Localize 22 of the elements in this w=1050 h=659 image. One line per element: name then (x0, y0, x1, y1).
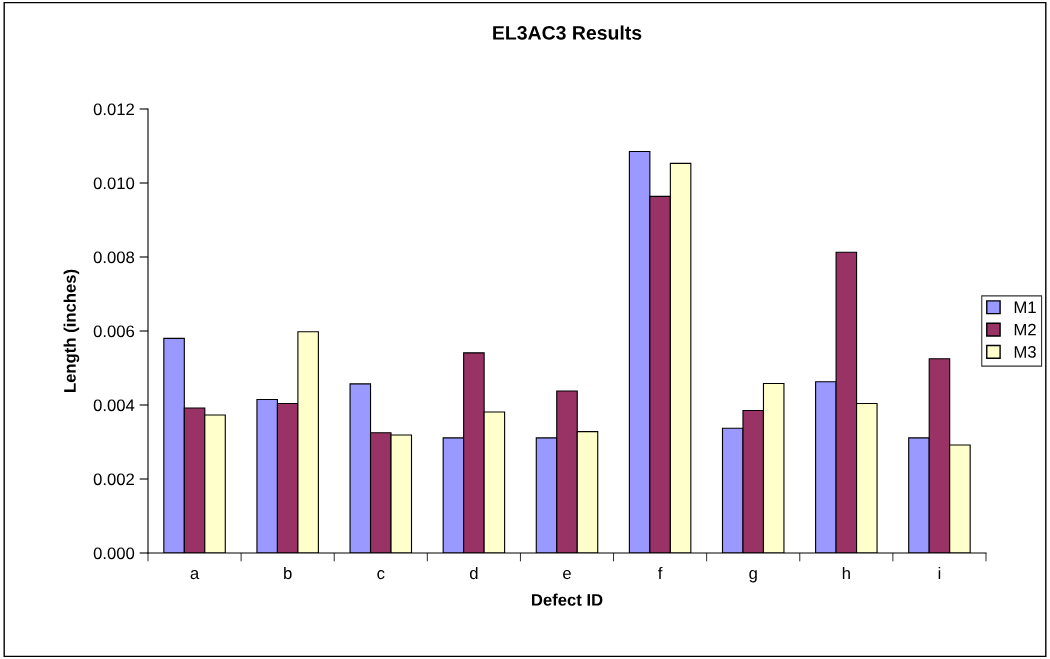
x-axis-title: Defect ID (532, 593, 603, 606)
x-tick-label: e (563, 570, 571, 580)
y-tick-label: 0.012 (93, 103, 134, 116)
x-tick-label: c (377, 570, 385, 580)
y-tick-label: 0.004 (93, 399, 135, 412)
x-tick-label: h (842, 566, 850, 579)
y-tick-label: 0.002 (93, 473, 134, 486)
chart-title: EL3AC3 Results (493, 25, 642, 40)
y-tick-label: 0.008 (93, 251, 135, 264)
x-tick-label: a (190, 570, 200, 580)
x-tick-label: f (658, 566, 663, 579)
legend-label: M3 (1014, 346, 1036, 358)
y-tick-label: 0.000 (93, 547, 135, 560)
y-tick-label: 0.006 (93, 325, 135, 338)
x-tick-label: d (469, 566, 478, 580)
legend-label: M1 (1014, 301, 1036, 314)
x-tick-label: i (938, 566, 941, 579)
y-tick-label: 0.010 (93, 177, 135, 190)
y-axis-title: Length (inches) (63, 269, 80, 392)
x-tick-label: g (749, 570, 757, 583)
legend-label: M2 (1014, 323, 1036, 336)
x-tick-label: b (284, 566, 292, 580)
